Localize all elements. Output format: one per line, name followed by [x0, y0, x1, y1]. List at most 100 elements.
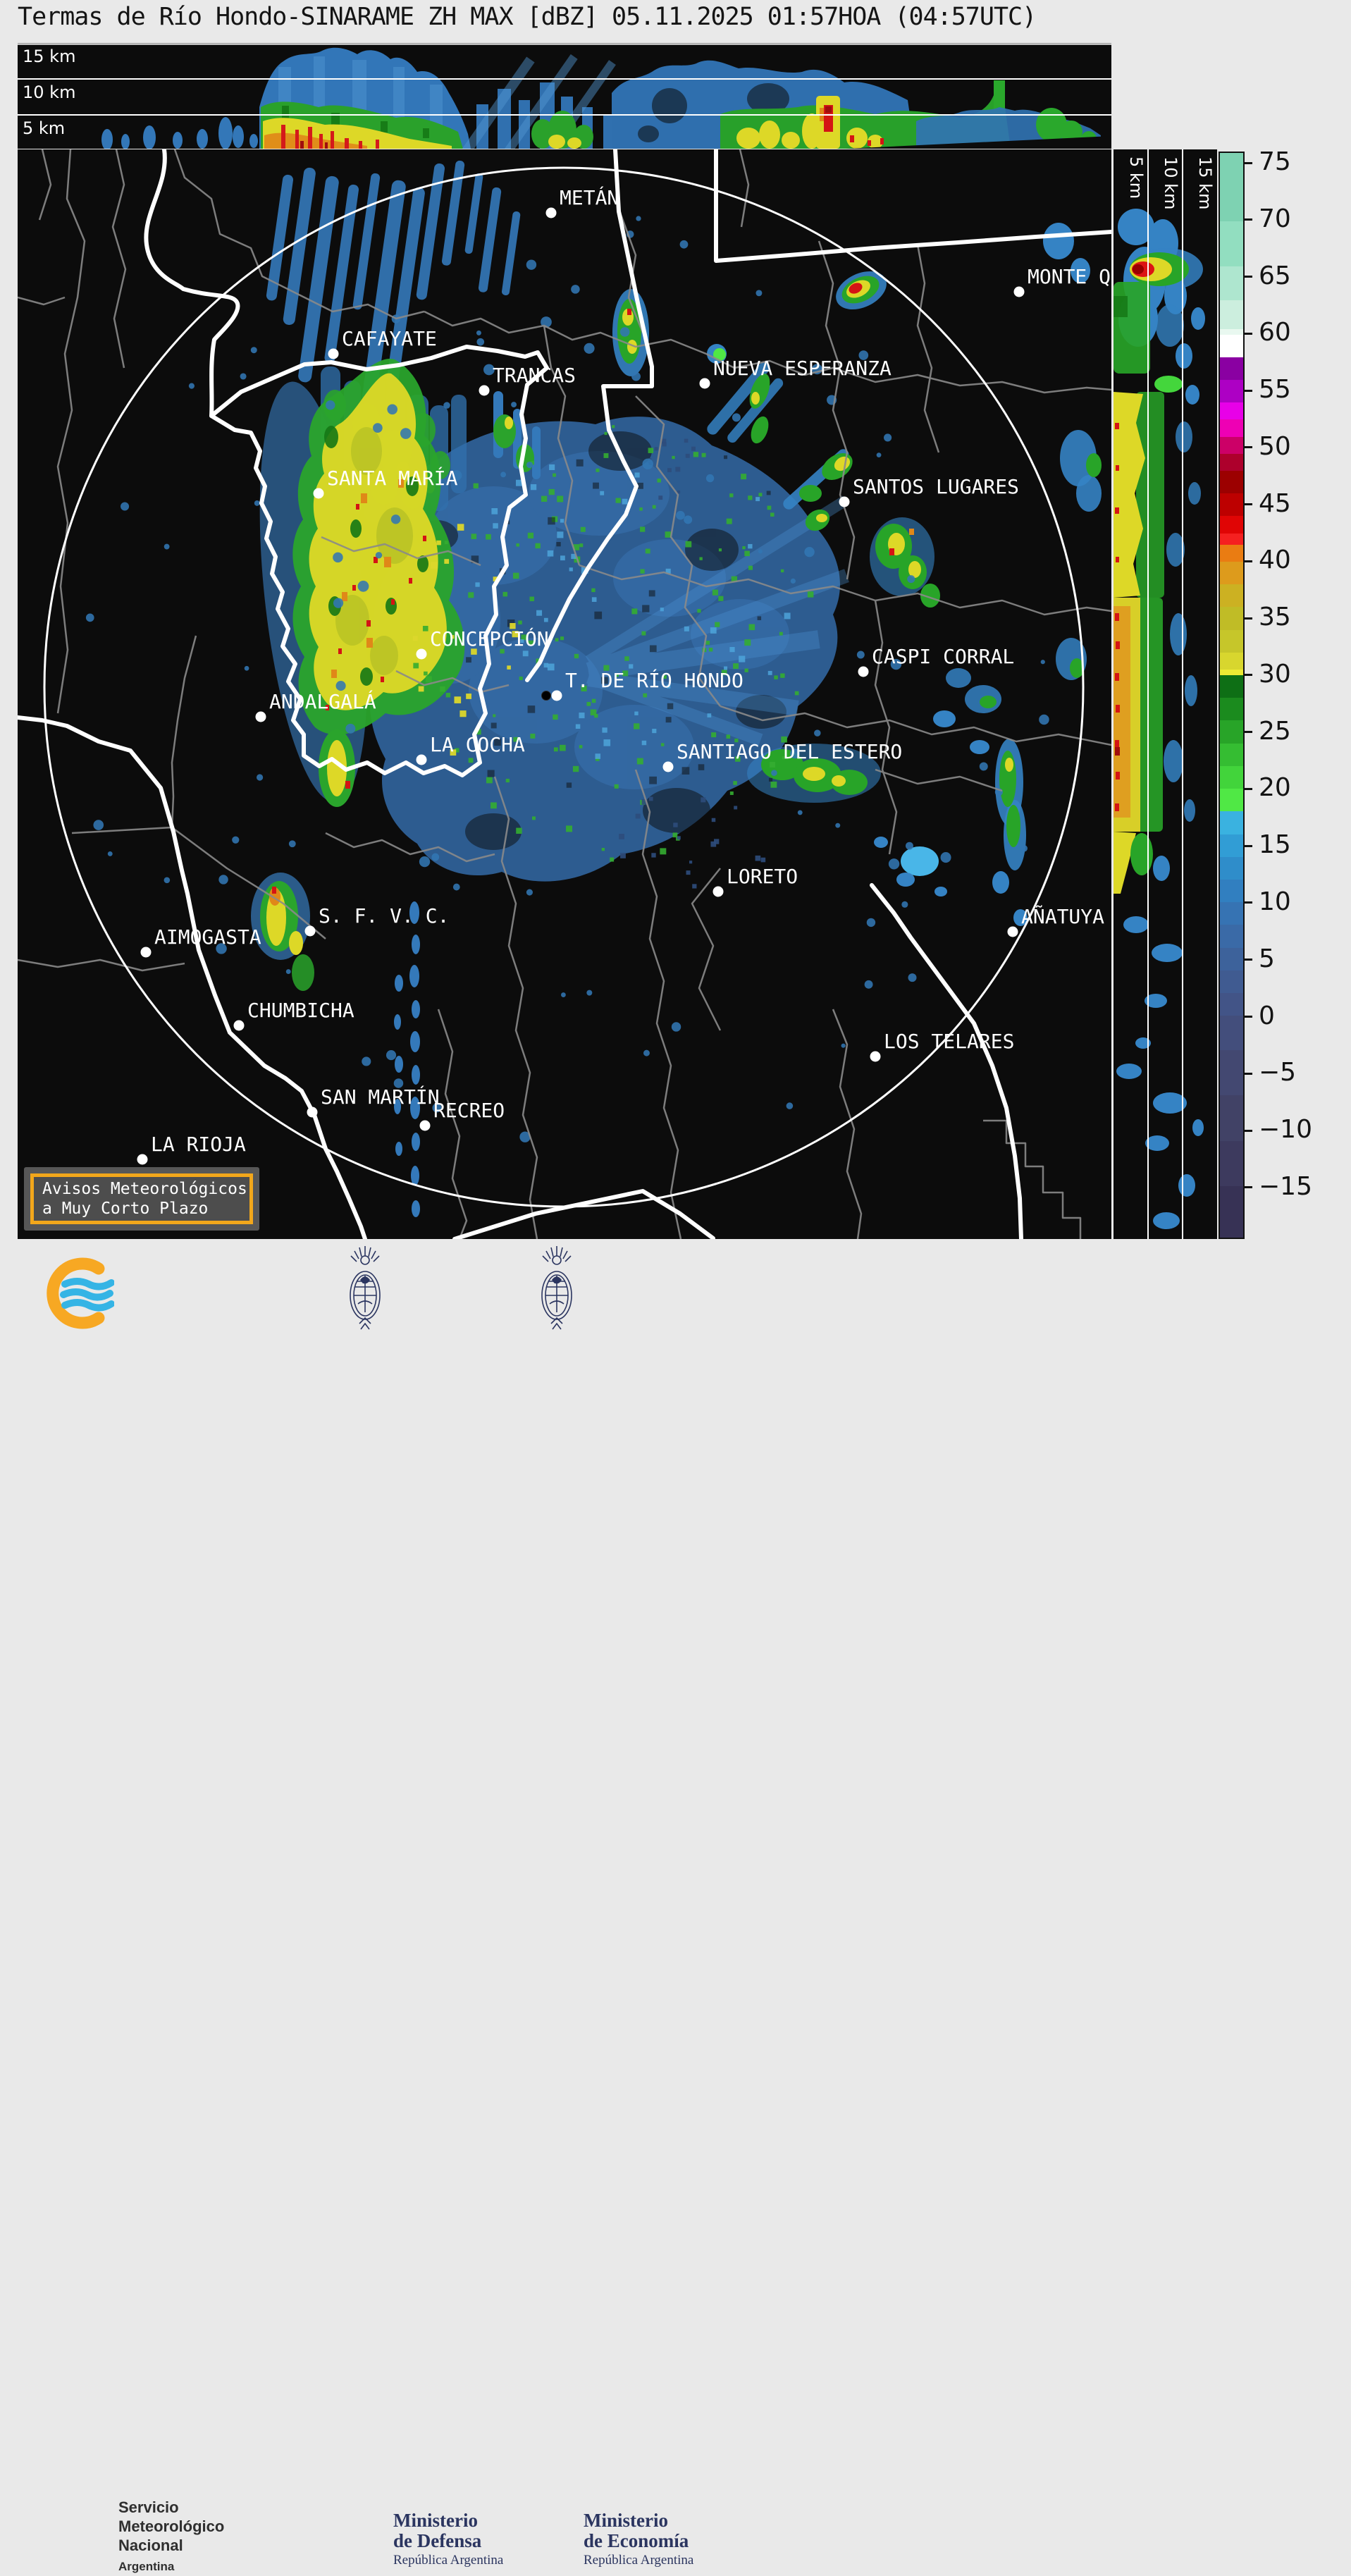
- colorbar-band: [1220, 789, 1243, 812]
- colorbar-band: [1220, 1095, 1243, 1141]
- city-label: CASPI CORRAL: [872, 645, 1014, 668]
- colorbar-band: [1220, 856, 1243, 880]
- warning-line-2: a Muy Corto Plazo: [42, 1200, 209, 1218]
- smn-line-1: Servicio: [118, 2498, 179, 2516]
- radar-map-panel: METÁN MONTE Q CAFAYATE TRANCAS NUEVA ESPERAN…: [18, 149, 1111, 1239]
- city-marker: METÁN: [545, 185, 619, 218]
- city-marker: LOS TELARES: [870, 1030, 1014, 1062]
- city-label: S. F. V. C.: [319, 904, 449, 928]
- city-marker: ANDALGALÁ: [255, 689, 376, 722]
- colorbar-band: [1220, 902, 1243, 925]
- colorbar-band: [1220, 402, 1243, 420]
- right-cross-section-plot: 5 km 10 km 15 km: [1114, 149, 1217, 1239]
- height-label-5km: 5 km: [23, 118, 65, 138]
- city-label: LOS TELARES: [884, 1030, 1014, 1053]
- colorbar-tick-mark: [1245, 844, 1252, 847]
- city-marker: LA RIOJA: [137, 1133, 246, 1165]
- radar-site-marker: [541, 691, 551, 701]
- colorbar-band: [1220, 947, 1243, 970]
- economia-coat-of-arms-icon: [541, 1246, 572, 1330]
- colorbar-tick-label: 70: [1259, 204, 1291, 233]
- colorbar-tick-label: 75: [1259, 147, 1291, 176]
- height-label-15km: 15 km: [23, 47, 75, 66]
- city-marker: CONCEPCIÓN: [416, 627, 549, 660]
- colorbar-band: [1220, 300, 1243, 329]
- colorbar-band: [1220, 544, 1243, 562]
- radar-echoes: [85, 160, 1102, 1217]
- city-marker: CASPI CORRAL: [858, 645, 1014, 677]
- colorbar-tick-mark: [1245, 503, 1252, 506]
- city-marker: NUEVA ESPERANZA: [699, 357, 892, 389]
- colorbar-band: [1220, 880, 1243, 903]
- colorbar-band: [1220, 334, 1243, 357]
- colorbar-band: [1220, 357, 1243, 381]
- colorbar-tick-label: 65: [1259, 261, 1291, 290]
- colorbar-band: [1220, 153, 1243, 221]
- colorbar-tick-label: 35: [1259, 603, 1291, 632]
- colorbar-band: [1220, 629, 1243, 653]
- colorbar-tick-label: 50: [1259, 431, 1291, 461]
- colorbar-band: [1220, 607, 1243, 630]
- colorbar-band: [1220, 516, 1243, 534]
- colorbar-band: [1220, 1016, 1243, 1050]
- city-label: NUEVA ESPERANZA: [713, 357, 892, 380]
- city-label: T. DE RÍO HONDO: [565, 668, 744, 692]
- city-marker: SANTA MARÍA: [313, 466, 458, 499]
- colorbar-tick-label: 20: [1259, 773, 1291, 803]
- colorbar-tick-mark: [1245, 1016, 1252, 1018]
- colorbar-band: [1220, 674, 1243, 698]
- economia-line-2: de Economía: [584, 2530, 689, 2551]
- height-label-15km-rot: 15 km: [1195, 156, 1215, 209]
- ministry-defensa-wordmark: Ministerio de Defensa República Argentin…: [393, 2510, 503, 2570]
- city-label: CONCEPCIÓN: [430, 627, 549, 651]
- colorbar-tick-mark: [1245, 161, 1252, 164]
- colorbar-tick-label: 45: [1259, 488, 1291, 518]
- colorbar-tick-label: 55: [1259, 375, 1291, 405]
- radar-map: METÁN MONTE Q CAFAYATE TRANCAS NUEVA ESPERAN…: [18, 149, 1111, 1239]
- city-label: TRANCAS: [493, 364, 576, 387]
- radar-range-ring: [43, 166, 1085, 1208]
- city-marker: SANTIAGO DEL ESTERO: [662, 740, 902, 772]
- colorbar-tick-mark: [1245, 1186, 1252, 1189]
- city-label: LA RIOJA: [151, 1133, 246, 1156]
- height-label-10km-rot: 10 km: [1161, 156, 1180, 209]
- colorbar-band: [1220, 1049, 1243, 1096]
- city-label: CAFAYATE: [342, 327, 437, 350]
- ministry-economia-wordmark: Ministerio de Economía República Argenti…: [584, 2510, 693, 2570]
- city-marker: SANTOS LUGARES: [839, 475, 1019, 507]
- city-label: LORETO: [727, 865, 798, 888]
- province-boundaries: [18, 149, 1111, 1239]
- colorbar-band: [1220, 925, 1243, 948]
- city-label: RECREO: [433, 1099, 505, 1122]
- smn-wordmark: Servicio Meteorológico Nacional Argentin…: [118, 2498, 224, 2576]
- colorbar-band: [1220, 811, 1243, 834]
- colorbar-tick-mark: [1245, 276, 1252, 278]
- nw-echo-streaks: [266, 160, 521, 405]
- page-title: Termas de Río Hondo-SINARAME ZH MAX [dBZ…: [18, 3, 1037, 31]
- colorbar-tick-mark: [1245, 787, 1252, 790]
- colorbar-tick-mark: [1245, 731, 1252, 734]
- city-marker: TRANCAS: [479, 364, 576, 396]
- city-marker: SAN MARTÍN: [307, 1085, 440, 1118]
- city-label: SAN MARTÍN: [321, 1085, 440, 1109]
- dbz-colorbar: [1219, 152, 1245, 1239]
- colorbar-band: [1220, 698, 1243, 721]
- defensa-line-2: de Defensa: [393, 2530, 482, 2551]
- radar-product-image: Termas de Río Hondo-SINARAME ZH MAX [dBZ…: [18, 3, 1312, 2573]
- right-xsec-height-labels: 5 km 10 km 15 km: [1126, 156, 1215, 209]
- colorbar-tick-label: −10: [1259, 1115, 1312, 1145]
- smn-country: Argentina: [118, 2560, 175, 2573]
- city-label: CHUMBICHA: [247, 999, 354, 1022]
- colorbar-band: [1220, 436, 1243, 454]
- economia-line-1: Ministerio: [584, 2510, 668, 2531]
- colorbar-tick-mark: [1245, 446, 1252, 449]
- colorbar-tick-label: 0: [1259, 1001, 1275, 1030]
- colorbar-band: [1220, 470, 1243, 494]
- right-xsec-height-gridlines: [1147, 149, 1183, 1239]
- colorbar-band: [1220, 328, 1243, 335]
- colorbar-tick-mark: [1245, 674, 1252, 677]
- city-marker: CAFAYATE: [328, 327, 437, 359]
- city-marker: S. F. V. C.: [304, 904, 449, 937]
- colorbar-tick-label: 5: [1259, 944, 1275, 973]
- city-marker: T. DE RÍO HONDO: [551, 668, 744, 701]
